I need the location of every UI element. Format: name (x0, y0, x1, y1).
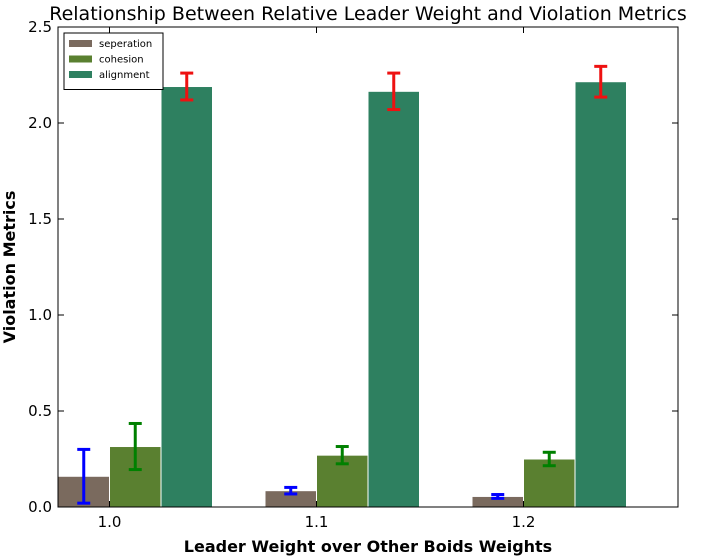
plot-area: 0.0 0.5 1.0 1.5 2.0 2.5 1.0 1.1 1.2 (28, 18, 678, 531)
bar-alignment-1.2 (574, 81, 627, 508)
legend-swatch-cohesion (69, 55, 92, 63)
error-bar-alignment-1.1 (387, 71, 401, 112)
error-bar-alignment-1.0 (180, 71, 194, 102)
error-bar-seperation-1.0 (77, 447, 91, 505)
bar-alignment-1.1 (367, 90, 420, 508)
x-tick-label: 1.0 (98, 513, 122, 531)
x-tick-label: 1.2 (512, 513, 536, 531)
legend-label-alignment: alignment (99, 70, 150, 81)
legend: seperation cohesion alignment (63, 32, 164, 90)
error-bar-cohesion-1.1 (335, 445, 349, 466)
error-bar-alignment-1.2 (594, 64, 608, 99)
y-axis-label: Violation Metrics (0, 191, 19, 344)
y-tick-label: 0.5 (28, 402, 52, 420)
legend-swatch-alignment (69, 71, 92, 78)
error-bar-cohesion-1.2 (542, 450, 556, 468)
y-tick-label: 0.0 (28, 498, 52, 516)
legend-label-seperation: seperation (99, 39, 152, 50)
x-tick-label: 1.1 (305, 513, 329, 531)
legend-swatch-seperation (69, 40, 92, 47)
error-bar-seperation-1.1 (284, 485, 298, 496)
y-tick-label: 1.5 (28, 210, 52, 228)
axes-frame (57, 26, 679, 508)
y-tick-label: 1.0 (28, 306, 52, 324)
legend-label-cohesion: cohesion (99, 55, 144, 66)
y-tick-label: 2.0 (28, 114, 52, 132)
y-tick-label: 2.5 (28, 18, 52, 36)
bar-alignment-1.0 (160, 86, 213, 508)
x-axis-label: Leader Weight over Other Boids Weights (184, 537, 552, 556)
error-bar-seperation-1.2 (491, 493, 505, 500)
error-bar-cohesion-1.0 (128, 421, 142, 472)
chart-title: Relationship Between Relative Leader Wei… (49, 3, 687, 25)
